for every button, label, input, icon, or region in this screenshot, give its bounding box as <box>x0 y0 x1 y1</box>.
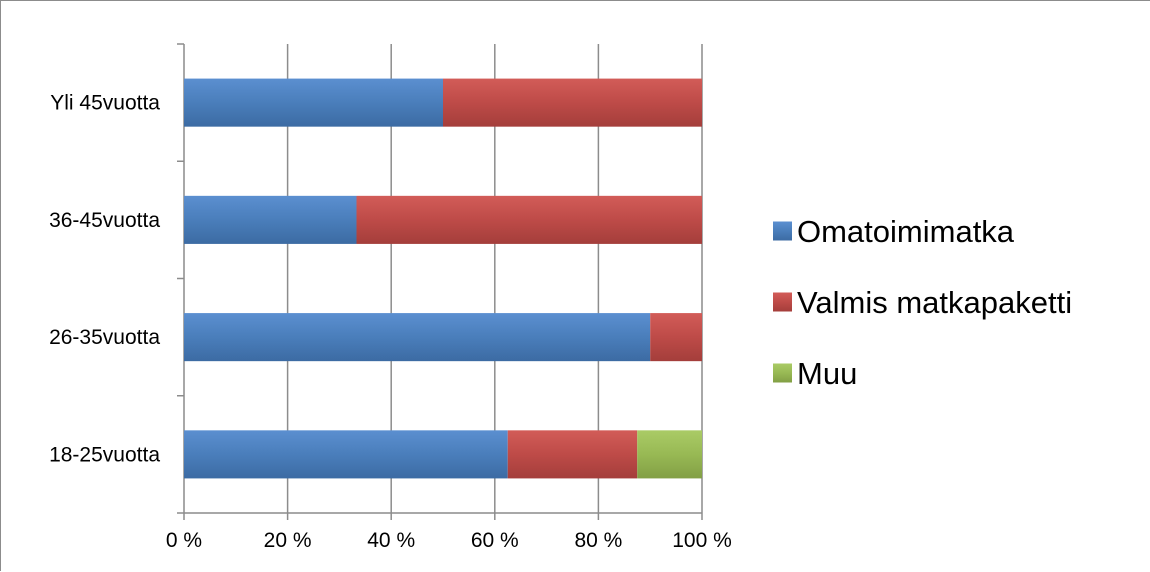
y-tick-label: 36-45vuotta <box>49 209 160 232</box>
legend-swatch <box>773 292 792 312</box>
x-tick-labels: 0 % 20 % 40 % 60 % 80 % 100 % <box>166 529 732 552</box>
x-tick-label: 100 % <box>672 529 732 552</box>
bar-segment <box>184 78 443 127</box>
bar-segment <box>184 430 508 479</box>
bar-segment <box>184 313 651 362</box>
x-tick-label: 60 % <box>471 529 519 552</box>
y-tick-labels: Yli 45vuotta 36-45vuotta 26-35vuotta 18-25v… <box>49 92 160 467</box>
bar-segment <box>356 195 702 244</box>
x-tick-label: 40 % <box>367 529 415 552</box>
legend-label: Muu <box>797 356 857 391</box>
legend: Omatoimimatka Valmis matkapaketti Muu <box>773 214 1072 391</box>
x-tick-label: 20 % <box>264 529 312 552</box>
bar-segment <box>507 430 638 479</box>
y-tick-label: 26-35vuotta <box>49 326 160 349</box>
x-tick-label: 80 % <box>574 529 622 552</box>
legend-label: Valmis matkapaketti <box>797 285 1072 320</box>
legend-swatch <box>773 363 792 383</box>
bars <box>184 78 702 479</box>
bar-segment <box>650 313 702 362</box>
x-tick-label: 0 % <box>166 529 202 552</box>
y-tick-label: 18-25vuotta <box>49 443 160 466</box>
bar-segment <box>184 195 357 244</box>
legend-swatch <box>773 221 792 241</box>
y-tick-label: Yli 45vuotta <box>50 92 160 115</box>
legend-label: Omatoimimatka <box>797 214 1015 249</box>
bar-segment <box>443 78 702 127</box>
bar-segment <box>637 430 702 479</box>
